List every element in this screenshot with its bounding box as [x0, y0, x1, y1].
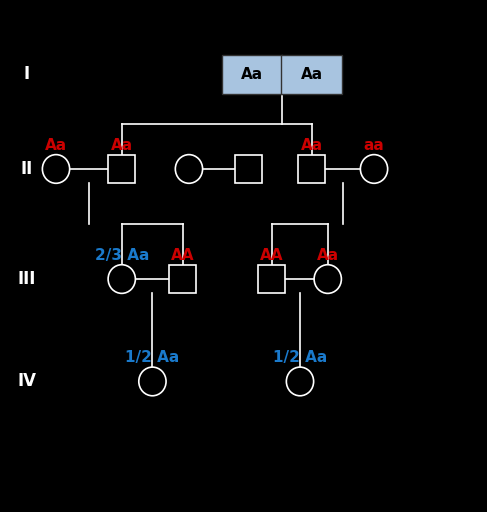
Text: Aa: Aa	[241, 67, 263, 82]
Text: Aa: Aa	[317, 248, 339, 263]
Text: II: II	[20, 160, 33, 178]
Circle shape	[175, 155, 203, 183]
Text: 1/2 Aa: 1/2 Aa	[125, 350, 180, 365]
Text: Aa: Aa	[45, 138, 67, 153]
Circle shape	[360, 155, 388, 183]
Text: I: I	[24, 65, 30, 83]
Text: aa: aa	[364, 138, 384, 153]
Text: 1/2 Aa: 1/2 Aa	[273, 350, 327, 365]
Text: IV: IV	[17, 372, 37, 391]
Text: Aa: Aa	[111, 138, 133, 153]
Circle shape	[314, 265, 341, 293]
Text: AA: AA	[260, 248, 283, 263]
Text: III: III	[18, 270, 36, 288]
Bar	[281, 55, 342, 94]
Circle shape	[139, 367, 166, 396]
Bar	[108, 155, 135, 183]
Bar	[169, 265, 196, 293]
Bar	[258, 265, 285, 293]
Text: Aa: Aa	[300, 67, 323, 82]
Bar	[298, 155, 325, 183]
Circle shape	[286, 367, 314, 396]
Circle shape	[42, 155, 70, 183]
Circle shape	[108, 265, 135, 293]
Bar	[222, 55, 282, 94]
Text: AA: AA	[171, 248, 194, 263]
Bar	[235, 155, 262, 183]
Text: 2/3 Aa: 2/3 Aa	[94, 248, 149, 263]
Text: Aa: Aa	[300, 138, 323, 153]
